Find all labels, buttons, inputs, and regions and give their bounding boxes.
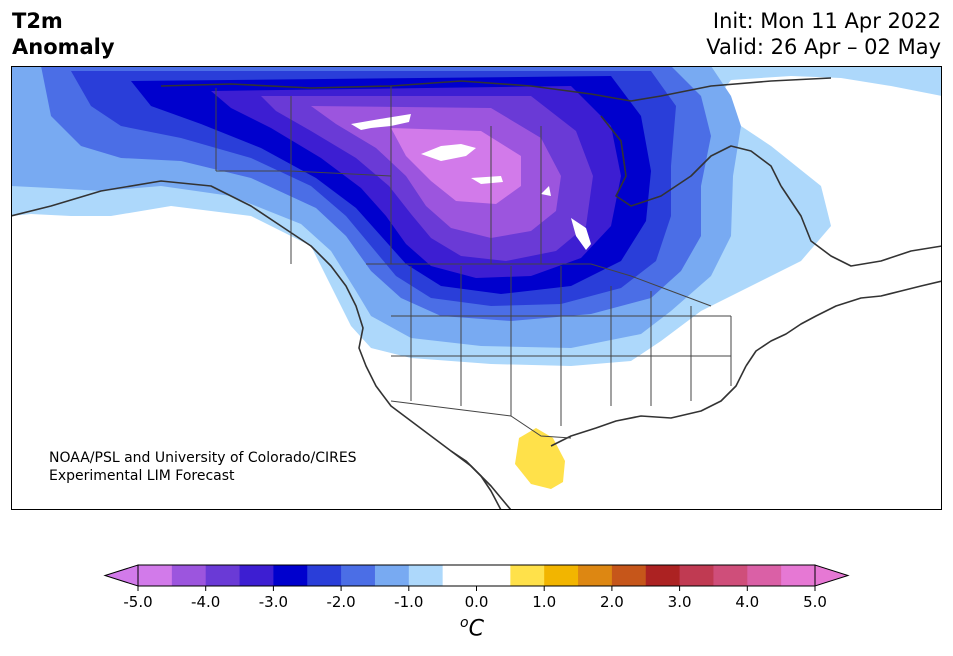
colorbar-under-arrow <box>103 564 139 587</box>
colorbar-swatches <box>103 564 850 587</box>
lake <box>471 176 503 184</box>
labrador <box>780 185 942 267</box>
colorbar-tick-label: 0.0 <box>465 593 489 611</box>
colorbar-swatch <box>442 565 511 586</box>
lake <box>571 218 591 250</box>
coastlines <box>11 77 942 510</box>
west-coast <box>11 180 512 510</box>
gulf-coast <box>550 365 747 447</box>
colorbar-swatch <box>273 565 308 586</box>
colorbar: -5.0 -4.0 -3.0 -2.0 -1.0 0.0 1.0 2.0 3.0 4.0 5.0 <box>103 564 850 611</box>
map-frame <box>11 66 942 510</box>
colorbar-tick-label: -2.0 <box>326 593 355 611</box>
hudson-bay <box>600 115 782 207</box>
colorbar-swatch <box>544 565 579 586</box>
colorbar-ticks: -5.0 -4.0 -3.0 -2.0 -1.0 0.0 1.0 2.0 3.0 4.0 5.0 <box>123 586 827 611</box>
lake <box>351 114 411 130</box>
state-lines <box>391 266 732 426</box>
colorbar-swatch <box>679 565 714 586</box>
province-lines <box>216 86 542 264</box>
unit-degree-mark: o <box>460 615 469 631</box>
valid-date: Valid: 26 Apr – 02 May <box>706 35 941 59</box>
colorbar-tick-label: -5.0 <box>123 593 152 611</box>
credit-line-2: Experimental LIM Forecast <box>49 468 235 484</box>
variable-label: T2m <box>12 9 63 33</box>
arctic-coast <box>160 77 832 102</box>
lake <box>541 186 551 196</box>
colorbar-tick-label: 2.0 <box>600 593 624 611</box>
credit-text: NOAA/PSL and University of Colorado/CIRE… <box>49 449 357 485</box>
colorbar-tick-label: -1.0 <box>394 593 423 611</box>
colorbar-swatch <box>171 565 207 586</box>
lake <box>421 144 476 161</box>
contour-minus-4-5 <box>391 128 521 204</box>
variable-sub-label: Anomaly <box>12 35 115 59</box>
colorbar-swatch <box>713 565 748 586</box>
init-date: Init: Mon 11 Apr 2022 <box>712 9 941 33</box>
us-mexico-border <box>390 400 572 439</box>
colorbar-swatch <box>374 565 410 586</box>
unit-letter: C <box>468 616 484 642</box>
colorbar-unit: oC <box>460 615 484 641</box>
baja-peninsula <box>450 450 502 510</box>
colorbar-over-arrow <box>814 564 850 587</box>
colorbar-tick-label: 3.0 <box>668 593 692 611</box>
colorbar-swatch <box>138 565 173 586</box>
colorbar-swatch <box>611 565 647 586</box>
colorbar-tick-label: -3.0 <box>259 593 288 611</box>
anomaly-map <box>11 66 942 510</box>
map-title: T2m Anomaly <box>12 8 115 60</box>
colorbar-swatch <box>781 565 816 586</box>
us-canada-border <box>366 263 712 307</box>
colorbar-swatch <box>510 565 545 586</box>
colorbar-swatch <box>645 565 681 586</box>
colorbar-tick-label: -4.0 <box>191 593 220 611</box>
contour-warm-0-5 <box>515 428 565 489</box>
colorbar-swatch <box>239 565 274 586</box>
colorbar-swatch <box>578 565 613 586</box>
colorbar-swatch <box>408 565 444 586</box>
borders <box>215 86 732 439</box>
colorbar-swatch <box>341 565 376 586</box>
colorbar-tick-label: 1.0 <box>532 593 556 611</box>
east-coast <box>745 280 942 367</box>
forecast-dates: Init: Mon 11 Apr 2022 Valid: 26 Apr – 02… <box>706 8 941 60</box>
lakes <box>351 114 591 250</box>
colorbar-swatch <box>205 565 241 586</box>
colorbar-tick-label: 5.0 <box>803 593 827 611</box>
anomaly-contours <box>11 66 942 489</box>
colorbar-swatch <box>747 565 782 586</box>
credit-line-1: NOAA/PSL and University of Colorado/CIRE… <box>49 450 357 466</box>
colorbar-swatch <box>307 565 342 586</box>
colorbar-tick-label: 4.0 <box>735 593 759 611</box>
